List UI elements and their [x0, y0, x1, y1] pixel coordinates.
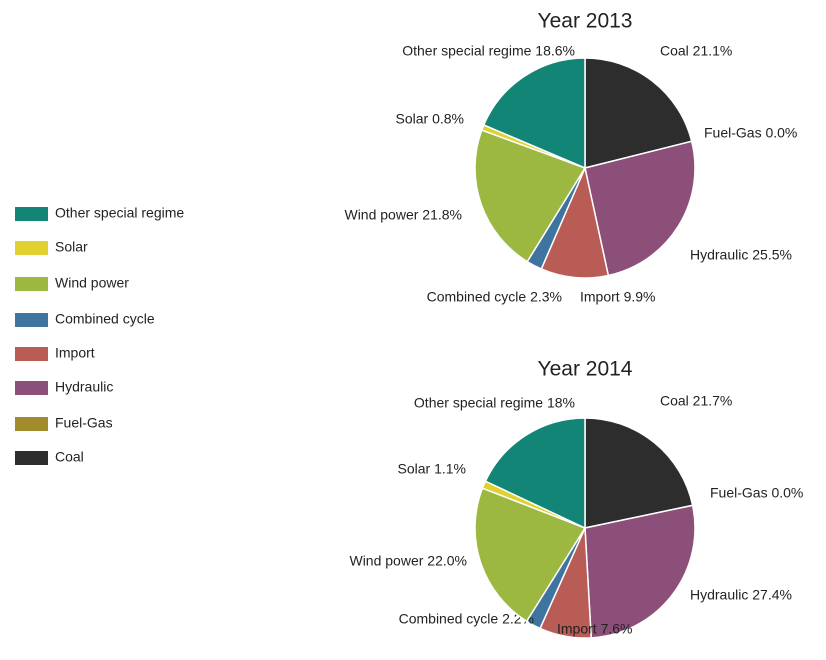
legend-swatch [15, 417, 48, 431]
legend-label: Solar [55, 239, 88, 255]
legend-swatch [15, 207, 48, 221]
slice-label: Import 7.6% [557, 621, 632, 637]
pie-slice [482, 57, 586, 170]
slice-label: Other special regime 18.6% [402, 43, 575, 59]
legend-swatch [15, 241, 48, 255]
legend-swatch [15, 451, 48, 465]
pie-slice [484, 417, 586, 530]
legend-swatch [15, 313, 48, 327]
slice-label: Import 9.9% [580, 289, 655, 305]
pie-slice [584, 57, 693, 169]
legend-swatch [15, 347, 48, 361]
pie-slice [474, 129, 587, 263]
slice-label: Wind power 21.8% [344, 207, 462, 223]
legend-label: Hydraulic [55, 379, 113, 395]
legend-label: Coal [55, 449, 84, 465]
slice-label: Fuel-Gas 0.0% [710, 485, 803, 501]
pie-slice [584, 417, 694, 529]
slice-label: Combined cycle 2.2% [399, 611, 534, 627]
legend-label: Fuel-Gas [55, 415, 113, 431]
slice-label: Solar 1.1% [398, 461, 466, 477]
legend-label: Import [55, 345, 95, 361]
chart-title: Year 2013 [538, 10, 633, 33]
slice-label: Solar 0.8% [396, 111, 464, 127]
slice-label: Wind power 22.0% [349, 553, 467, 569]
legend-label: Other special regime [55, 205, 184, 221]
legend-label: Combined cycle [55, 311, 155, 327]
slice-label: Hydraulic 25.5% [690, 247, 792, 263]
slice-label: Combined cycle 2.3% [427, 289, 562, 305]
legend-swatch [15, 277, 48, 291]
slice-label: Hydraulic 27.4% [690, 587, 792, 603]
chart-title: Year 2014 [538, 358, 633, 381]
slice-label: Fuel-Gas 0.0% [704, 125, 797, 141]
pie-slice [584, 504, 696, 639]
slice-label: Other special regime 18% [414, 395, 575, 411]
legend-swatch [15, 381, 48, 395]
pie-slice [474, 487, 587, 623]
slice-label: Coal 21.7% [660, 393, 732, 409]
legend-label: Wind power [55, 275, 129, 291]
slice-label: Coal 21.1% [660, 43, 732, 59]
pie-slice [584, 140, 696, 277]
